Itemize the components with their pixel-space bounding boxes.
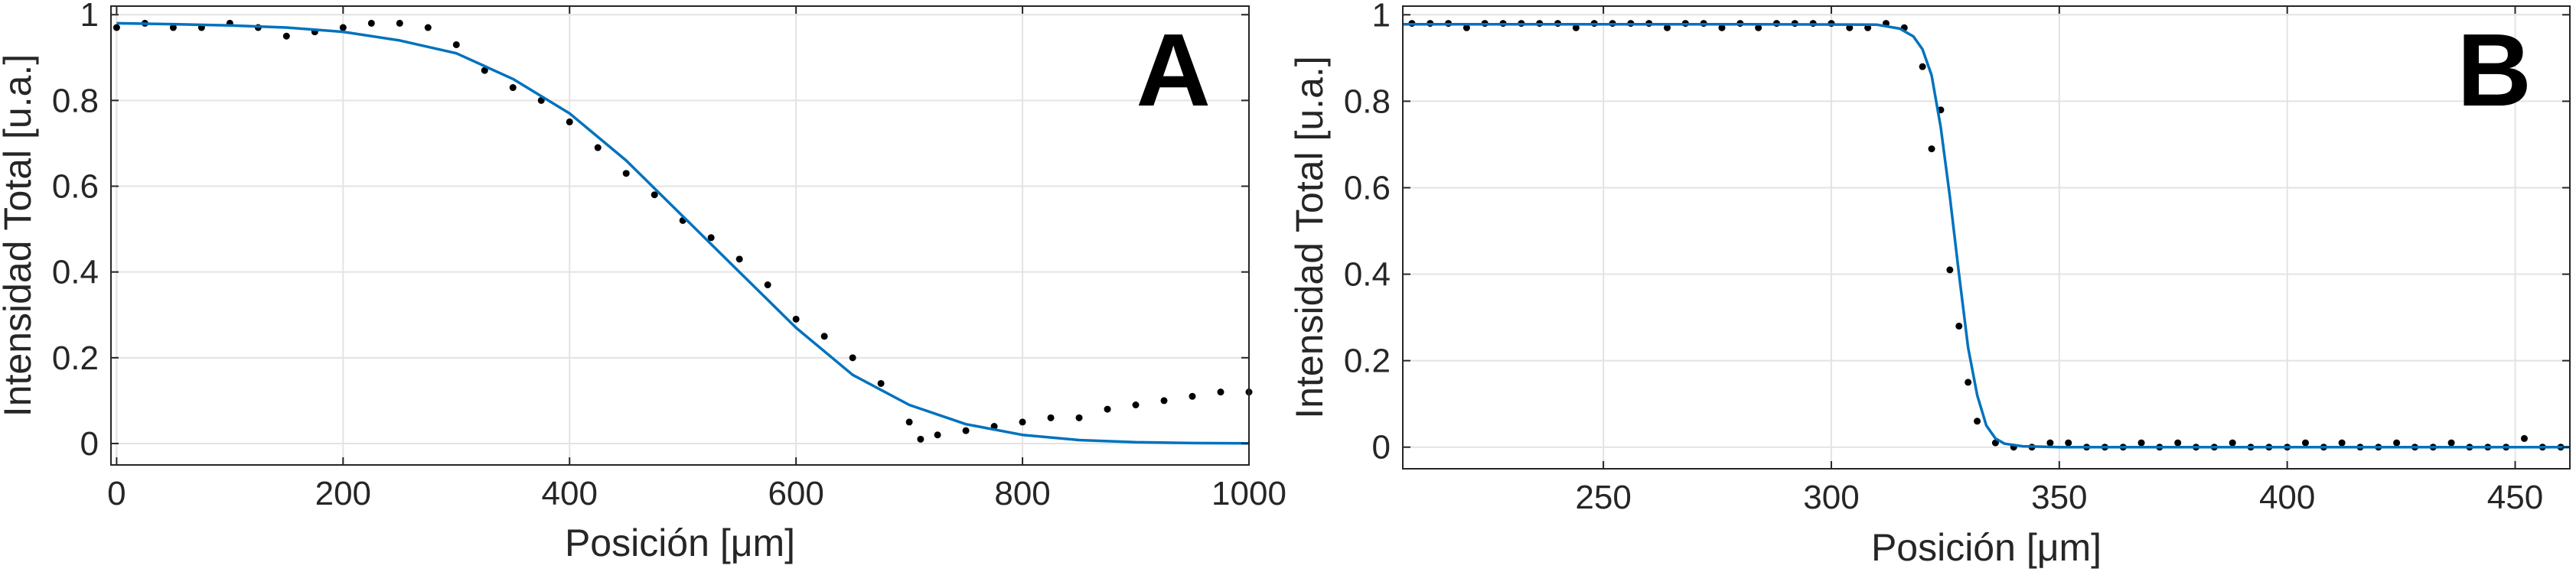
y-tick-label: 0.6: [52, 168, 99, 206]
data-point: [1462, 24, 1470, 31]
data-point: [1919, 63, 1926, 70]
panel-label: B: [2457, 12, 2532, 128]
data-point: [424, 24, 432, 31]
y-axis-label: Intensidad Total [u.a.]: [0, 54, 39, 417]
x-tick-label: 250: [1575, 479, 1631, 516]
y-tick-label: 0: [1372, 429, 1391, 466]
data-point: [651, 191, 658, 199]
data-point: [1132, 401, 1140, 408]
data-point: [2229, 439, 2236, 447]
data-point: [509, 84, 517, 92]
fit-curve: [116, 21, 1250, 445]
chart-panel-b: 250 300 350 400 450 0 0.2 0.4 0.6 0.8 1 Posición [μ…: [1288, 0, 2571, 569]
x-tick-label: 800: [994, 475, 1050, 512]
data-point: [2447, 439, 2455, 447]
data-point: [1047, 414, 1055, 421]
fit-curve: [1403, 22, 2570, 449]
data-point: [2338, 439, 2346, 447]
plot-area: [1403, 6, 2570, 469]
data-point: [764, 281, 771, 288]
data-point: [2520, 434, 2528, 442]
data-point: [1160, 397, 1168, 405]
data-point: [1718, 24, 1726, 31]
chart-panel-a: 0 200 400 600 800 1000 0 0.2 0.4 0.6 0.8 1 Posición …: [0, 0, 1286, 564]
x-axis-label: Posición [μm]: [1871, 526, 2102, 569]
data-point: [1217, 388, 1224, 396]
data-point: [367, 19, 375, 27]
data-point: [849, 354, 856, 362]
data-point: [1928, 145, 1935, 153]
data-point: [1965, 379, 1972, 386]
data-point: [917, 435, 924, 443]
x-tick-label: 0: [107, 475, 126, 512]
data-point: [2137, 439, 2145, 447]
y-tick-label: 0.8: [52, 82, 99, 119]
data-point: [2174, 439, 2182, 447]
x-tick-label: 1000: [1211, 475, 1286, 512]
y-axis-label: Intensidad Total [u.a.]: [1288, 56, 1331, 418]
x-axis-label: Posición [μm]: [565, 522, 795, 564]
data-point: [1075, 414, 1083, 421]
y-tick-label: 0.6: [1344, 169, 1391, 206]
plot-area: [111, 6, 1249, 465]
data-point: [735, 255, 743, 263]
data-point: [396, 19, 403, 27]
data-point: [622, 170, 630, 177]
data-point: [1974, 418, 1981, 425]
y-tick-label: 0.2: [52, 340, 99, 377]
data-point: [1104, 405, 1111, 413]
data-point: [1572, 24, 1580, 31]
y-tick-label: 1: [1372, 0, 1391, 34]
data-point: [792, 315, 800, 323]
data-point: [1664, 24, 1671, 31]
data-point: [1846, 24, 1854, 31]
x-tick-label: 400: [542, 475, 598, 512]
data-point: [1755, 24, 1762, 31]
data-point: [594, 144, 602, 151]
y-tick-label: 1: [80, 0, 99, 34]
data-point: [877, 379, 885, 387]
y-tick-label: 0.2: [1344, 343, 1391, 380]
data-point: [820, 333, 828, 340]
data-point: [566, 118, 573, 125]
data-point: [2046, 439, 2054, 447]
data-point: [1946, 266, 1954, 274]
x-tick-label: 450: [2487, 479, 2543, 516]
x-tick-label: 200: [315, 475, 371, 512]
data-point: [707, 234, 715, 242]
data-point: [169, 24, 177, 31]
x-tick-label: 300: [1803, 479, 1859, 516]
y-tick-label: 0.4: [1344, 256, 1391, 294]
data-point: [1019, 418, 1026, 426]
data-point: [962, 427, 970, 434]
data-point: [1991, 439, 1999, 447]
data-point: [2065, 439, 2072, 447]
data-point: [339, 24, 347, 31]
axes-frame: [110, 5, 1250, 466]
y-tick-label: 0: [80, 425, 99, 463]
data-point: [1189, 392, 1196, 400]
data-point: [934, 431, 941, 439]
x-tick-label: 600: [768, 475, 823, 512]
data-point: [112, 24, 120, 31]
data-point: [1864, 24, 1872, 31]
data-point: [905, 418, 913, 426]
x-tick-label: 400: [2259, 479, 2315, 516]
data-point: [452, 41, 460, 48]
x-tick-label: 350: [2031, 479, 2087, 516]
data-point: [1955, 322, 1963, 330]
data-point: [481, 67, 488, 74]
data-point: [282, 32, 290, 40]
data-point: [2393, 439, 2401, 447]
y-tick-label: 0.8: [1344, 83, 1391, 120]
axes-frame: [1402, 5, 2571, 470]
y-tick-label: 0.4: [52, 254, 99, 291]
data-point: [2301, 439, 2309, 447]
panel-label: A: [1136, 12, 1211, 128]
